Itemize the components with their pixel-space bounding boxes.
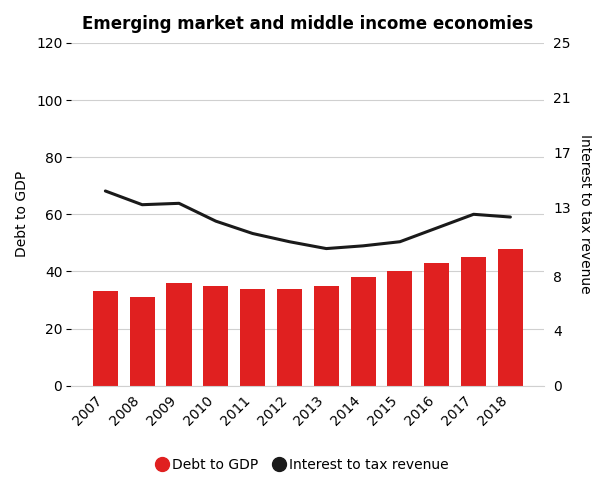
Bar — [240, 289, 265, 386]
Title: Emerging market and middle income economies: Emerging market and middle income econom… — [83, 15, 534, 33]
Bar — [166, 283, 192, 386]
Bar — [424, 263, 449, 386]
Bar — [93, 291, 118, 386]
Bar — [277, 289, 302, 386]
Y-axis label: Debt to GDP: Debt to GDP — [15, 171, 29, 258]
Bar — [314, 286, 339, 386]
Bar — [461, 257, 486, 386]
Bar — [203, 286, 228, 386]
Legend: Debt to GDP, Interest to tax revenue: Debt to GDP, Interest to tax revenue — [153, 452, 454, 478]
Y-axis label: Interest to tax revenue: Interest to tax revenue — [578, 134, 592, 294]
Bar — [498, 248, 523, 386]
Bar — [351, 277, 376, 386]
Bar — [130, 297, 155, 386]
Bar — [387, 271, 412, 386]
